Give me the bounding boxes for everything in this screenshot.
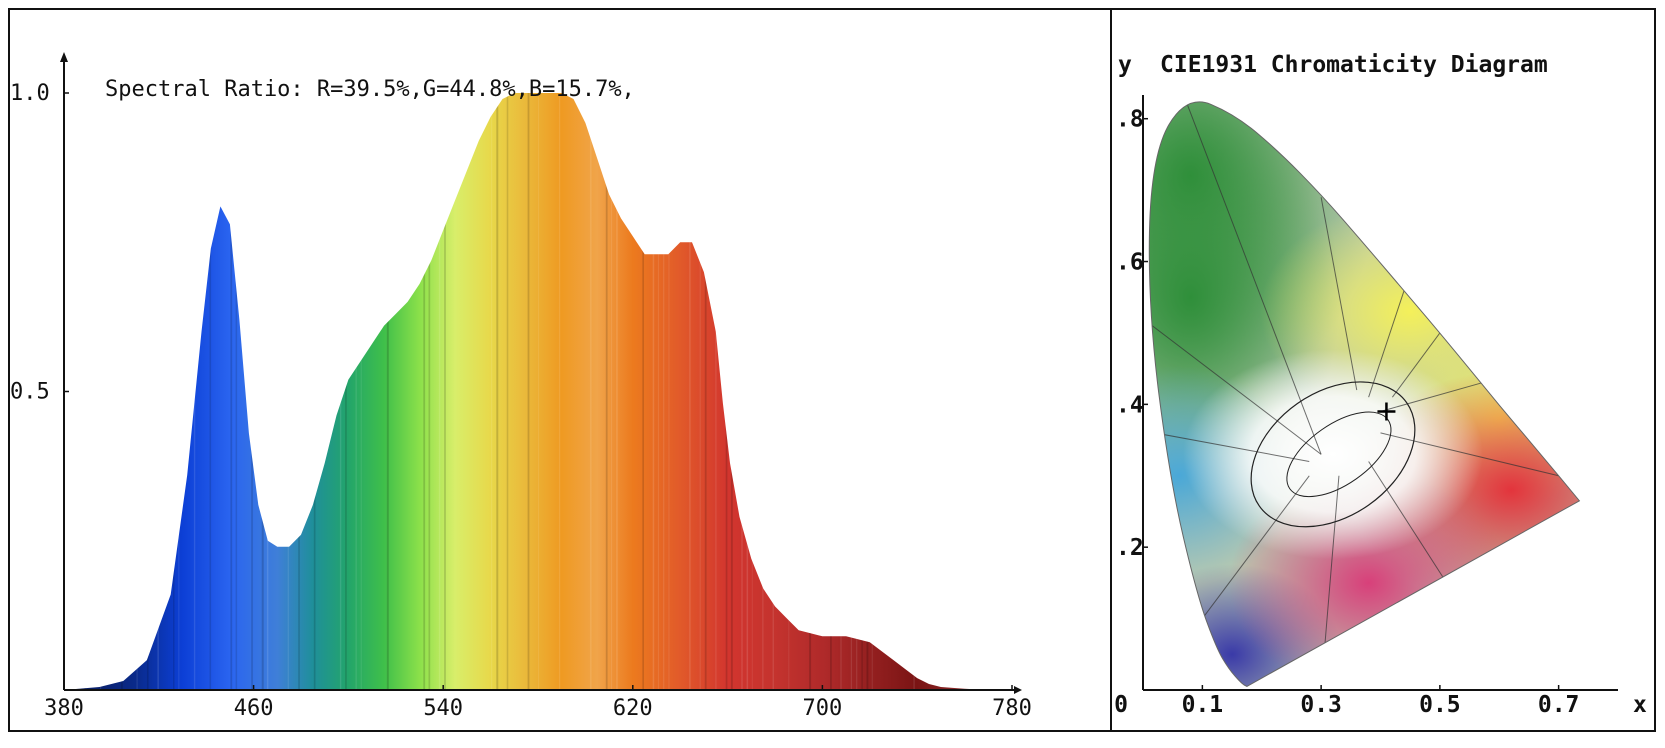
y-tick-label: 0.5 xyxy=(10,380,50,405)
y-axis-arrow xyxy=(60,52,68,62)
panel-divider xyxy=(1110,8,1112,732)
x-tick-label: 380 xyxy=(44,696,84,721)
chart-frame xyxy=(8,8,1656,732)
x-tick-label: 540 xyxy=(423,696,463,721)
x-tick-label: 780 xyxy=(992,696,1032,721)
spectrum-title: Spectral Ratio: R=39.5%,G=44.8%,B=15.7%, xyxy=(105,77,635,102)
spectrum-area xyxy=(64,93,1012,690)
y-tick-label: 1.0 xyxy=(10,81,50,106)
x-axis-arrow xyxy=(1014,686,1022,694)
spectrum-chart: 380 460 540 620 700 780 0.5 1.0 Spectral Ratio:… xyxy=(10,52,1032,721)
x-tick-label: 460 xyxy=(234,696,274,721)
x-tick-label: 700 xyxy=(803,696,843,721)
x-tick-label: 620 xyxy=(613,696,653,721)
